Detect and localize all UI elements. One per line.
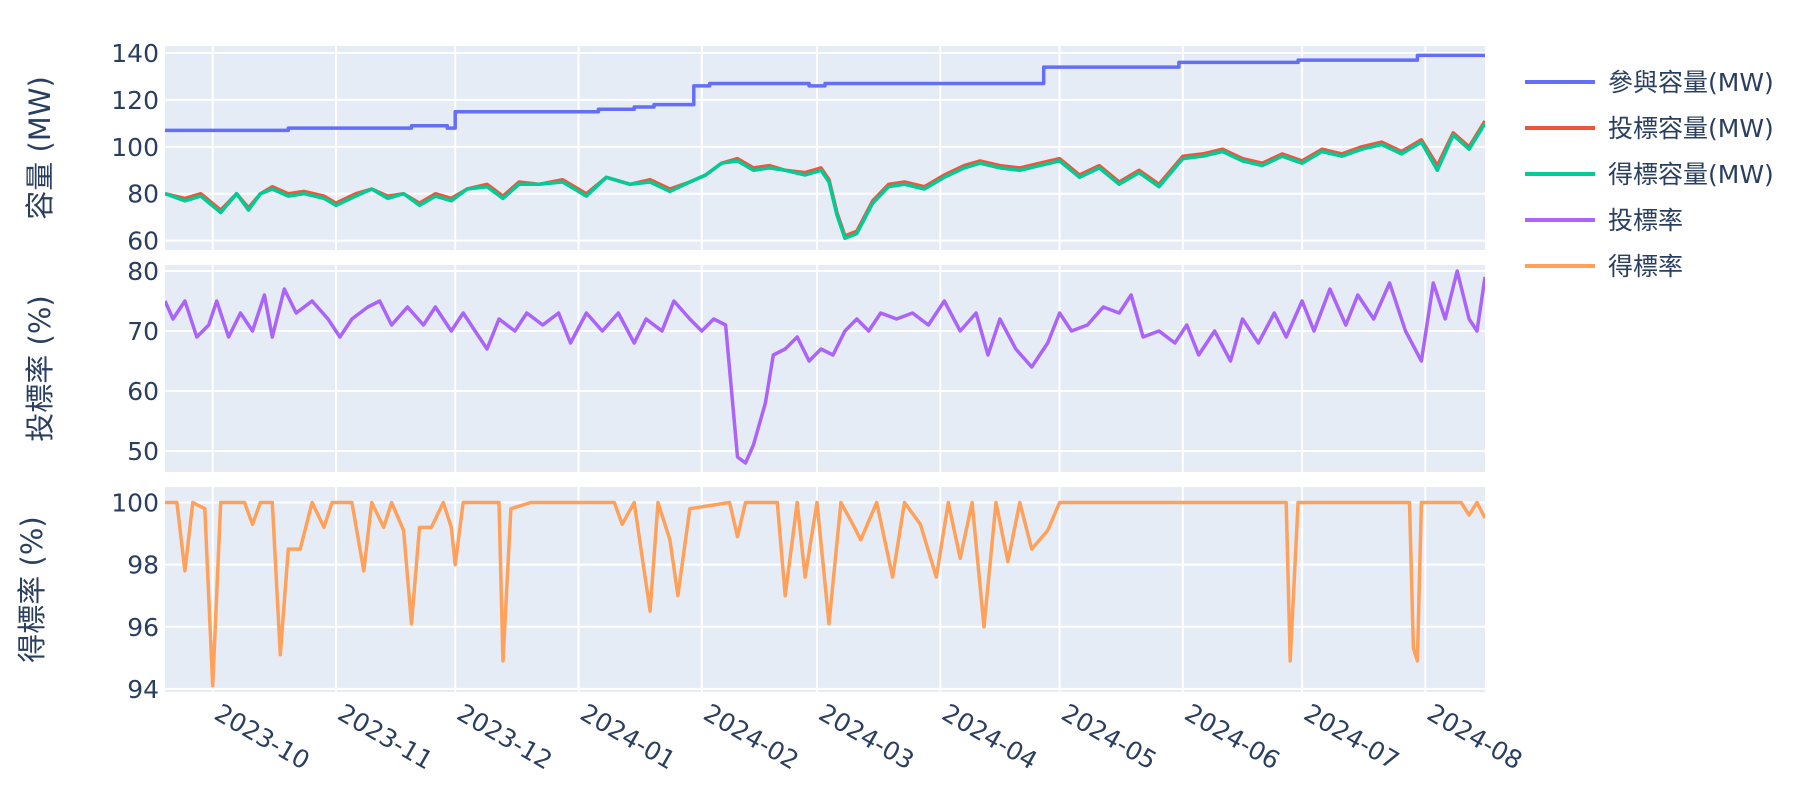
y-tick-label: 50 — [127, 437, 159, 466]
y-tick-label: 70 — [127, 317, 159, 346]
y-tick-label: 60 — [127, 227, 159, 256]
y-axis-title: 容量 (MW) — [23, 76, 57, 220]
x-tick-label: 2024-01 — [575, 698, 680, 775]
x-tick-label: 2024-08 — [1422, 698, 1527, 775]
plot-area — [165, 265, 1485, 472]
legend-label: 投標容量(MW) — [1608, 114, 1774, 143]
x-axis: 2023-10 2023-11 2023-12 2024-01 2024-02 2024-… — [210, 698, 1528, 775]
x-tick-label: 2023-11 — [333, 698, 438, 775]
y-tick-label: 98 — [127, 551, 159, 580]
legend-item: 投標容量(MW) — [1525, 114, 1774, 143]
series-line-投標率 — [165, 269, 1485, 465]
x-tick-label: 2023-12 — [452, 698, 557, 775]
legend-item: 得標容量(MW) — [1525, 160, 1774, 189]
legend-label: 得標容量(MW) — [1608, 160, 1774, 189]
y-axis-title: 投標率 (%) — [23, 295, 57, 441]
y-axis-title: 得標率 (%) — [15, 516, 49, 662]
y-tick-label: 140 — [111, 39, 159, 68]
panel-2: 50 60 70 80 投標率 (%) — [23, 257, 1485, 472]
plot-area — [165, 46, 1485, 250]
x-tick-label: 2024-07 — [1299, 698, 1404, 775]
legend-item: 投標率 — [1525, 206, 1683, 235]
legend-item: 得標率 — [1525, 252, 1683, 281]
series-line-參與容量(MW) — [165, 53, 1485, 133]
x-tick-label: 2024-03 — [814, 698, 919, 775]
x-tick-label: 2024-04 — [937, 698, 1042, 775]
y-tick-label: 60 — [127, 377, 159, 406]
y-tick-label: 96 — [127, 613, 159, 642]
series-line-得標容量(MW) — [165, 122, 1485, 241]
y-tick-label: 100 — [111, 489, 159, 518]
legend-label: 參與容量(MW) — [1608, 68, 1774, 97]
legend-label: 得標率 — [1608, 252, 1683, 281]
y-tick-label: 80 — [127, 257, 159, 286]
y-tick-label: 120 — [111, 86, 159, 115]
x-tick-label: 2024-05 — [1057, 698, 1162, 775]
y-tick-label: 80 — [127, 180, 159, 209]
legend-item: 參與容量(MW) — [1525, 68, 1774, 97]
panel-1: 60 80 100 120 140 容量 (MW) — [23, 39, 1485, 256]
x-tick-label: 2024-06 — [1180, 698, 1285, 775]
series-line-得標率 — [165, 500, 1485, 688]
x-tick-label: 2024-02 — [699, 698, 804, 775]
legend-label: 投標率 — [1608, 206, 1683, 235]
x-tick-label: 2023-10 — [210, 698, 315, 775]
y-tick-label: 94 — [127, 675, 159, 704]
y-tick-label: 100 — [111, 133, 159, 162]
panel-3: 94 96 98 100 得標率 (%) — [15, 487, 1485, 704]
